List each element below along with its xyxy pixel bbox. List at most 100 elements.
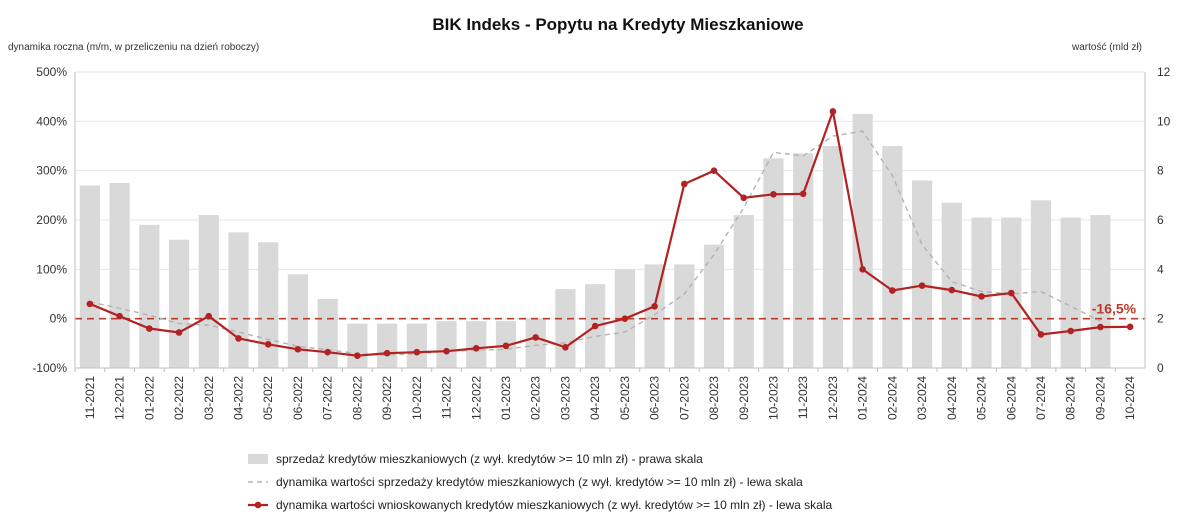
bar-sales — [555, 289, 576, 368]
point-applications-dynamics — [413, 348, 421, 356]
series-line-sales-dynamics — [89, 130, 1101, 356]
point-applications-dynamics — [502, 342, 510, 350]
point-applications-dynamics — [1067, 327, 1074, 335]
bar-sales — [406, 323, 427, 368]
bar-sales — [258, 242, 279, 368]
bar-sales — [168, 239, 190, 368]
right-axis-caption: wartość (mld zł) — [1071, 42, 1142, 53]
x-tick-label: 08-2024 — [1064, 376, 1078, 420]
x-tick-label: 05-2022 — [261, 376, 275, 420]
x-tick-label: 09-2024 — [1093, 376, 1107, 420]
bar-sales — [911, 180, 933, 368]
x-tick-label: 07-2022 — [321, 376, 335, 420]
point-applications-dynamics — [562, 343, 569, 351]
right-tick-label: 2 — [1157, 312, 1164, 326]
point-applications-dynamics — [324, 348, 331, 356]
bar-sales — [644, 264, 665, 368]
x-tick-label: 01-2022 — [142, 376, 156, 420]
bar-sales — [466, 321, 487, 368]
x-tick-label: 04-2022 — [231, 376, 245, 420]
lines-layer — [86, 107, 1134, 359]
bar-sales — [882, 146, 903, 368]
right-tick-label: 8 — [1157, 164, 1164, 178]
bar-sales — [1060, 217, 1081, 368]
legend: sprzedaż kredytów mieszkaniowych (z wył.… — [248, 452, 833, 512]
point-applications-dynamics — [859, 266, 866, 273]
point-applications-dynamics — [621, 315, 629, 322]
point-applications-dynamics — [264, 341, 272, 348]
x-tick-label: 08-2023 — [707, 376, 721, 420]
x-tick-label: 07-2023 — [677, 376, 691, 420]
x-tick-label: 10-2023 — [766, 376, 780, 420]
point-applications-dynamics — [235, 335, 242, 342]
bar-sales — [436, 321, 457, 368]
bar-sales — [228, 232, 249, 368]
point-applications-dynamics — [86, 300, 94, 308]
point-applications-dynamics — [532, 334, 539, 341]
x-tick-label: 06-2024 — [1004, 376, 1018, 420]
legend-label-applications-dynamics: dynamika wartości wnioskowanych kredytów… — [276, 498, 833, 512]
legend-swatch-sales — [248, 454, 268, 464]
point-applications-dynamics — [918, 282, 926, 289]
annotation-layer: -16,5% — [1092, 301, 1137, 317]
x-tick-label: 05-2023 — [618, 376, 632, 420]
x-tick-label: 11-2022 — [440, 376, 454, 419]
x-tick-label: 06-2022 — [291, 376, 305, 420]
bar-sales — [793, 153, 814, 368]
bar-sales — [1030, 200, 1052, 368]
point-applications-dynamics — [1097, 323, 1104, 331]
point-applications-dynamics — [472, 344, 480, 352]
point-applications-dynamics — [770, 191, 777, 198]
left-tick-label: 500% — [36, 65, 67, 79]
point-applications-dynamics — [205, 312, 213, 320]
bar-sales — [733, 215, 754, 368]
right-tick-label: 0 — [1157, 361, 1164, 375]
point-applications-dynamics — [354, 352, 361, 359]
point-applications-dynamics — [978, 293, 985, 300]
bars-layer — [79, 113, 1111, 368]
x-tick-label: 09-2022 — [380, 376, 394, 420]
point-applications-dynamics — [383, 349, 391, 357]
x-tick-label: 10-2024 — [1123, 376, 1137, 420]
bar-sales — [198, 215, 219, 368]
x-tick-label: 03-2024 — [915, 376, 929, 420]
left-tick-label: 200% — [36, 213, 67, 227]
x-tick-layer: 11-2021 12-2021 01-2022 02-2022 03-2022 04-20… — [74, 368, 1137, 420]
point-applications-dynamics — [1126, 323, 1134, 331]
left-tick-label: 300% — [36, 164, 67, 178]
legend-label-sales: sprzedaż kredytów mieszkaniowych (z wył.… — [276, 452, 703, 466]
bar-sales — [376, 323, 398, 368]
x-tick-label: 05-2024 — [975, 376, 989, 420]
point-applications-dynamics — [116, 312, 123, 320]
bar-sales — [317, 298, 338, 368]
point-applications-dynamics — [1037, 331, 1045, 338]
left-tick-label: -100% — [32, 361, 67, 375]
bar-sales — [139, 224, 160, 368]
x-tick-label: 01-2023 — [499, 376, 513, 420]
bar-sales — [971, 217, 992, 368]
grid-layer — [75, 71, 1145, 369]
bar-sales — [852, 113, 873, 368]
point-applications-dynamics — [681, 180, 688, 188]
point-applications-dynamics — [948, 286, 956, 294]
point-applications-dynamics — [651, 303, 658, 310]
x-tick-label: 01-2024 — [856, 376, 870, 420]
x-tick-label: 02-2023 — [529, 376, 543, 420]
bar-sales — [1090, 215, 1111, 368]
point-applications-dynamics — [710, 167, 718, 174]
x-tick-label: 09-2023 — [737, 376, 751, 420]
right-tick-label: 10 — [1157, 114, 1171, 128]
bar-sales — [674, 264, 695, 368]
x-tick-label: 12-2023 — [826, 376, 840, 420]
x-tick-label: 06-2023 — [648, 376, 662, 420]
bar-sales — [763, 158, 784, 368]
x-tick-label: 12-2021 — [113, 376, 127, 420]
x-tick-label: 07-2024 — [1034, 376, 1048, 420]
legend-label-sales-dynamics: dynamika wartości sprzedaży kredytów mie… — [276, 475, 803, 489]
right-tick-label: 12 — [1157, 65, 1171, 79]
x-tick-label: 11-2023 — [796, 376, 810, 419]
legend-marker-applications-dynamics — [254, 501, 262, 509]
bar-sales — [79, 185, 100, 368]
